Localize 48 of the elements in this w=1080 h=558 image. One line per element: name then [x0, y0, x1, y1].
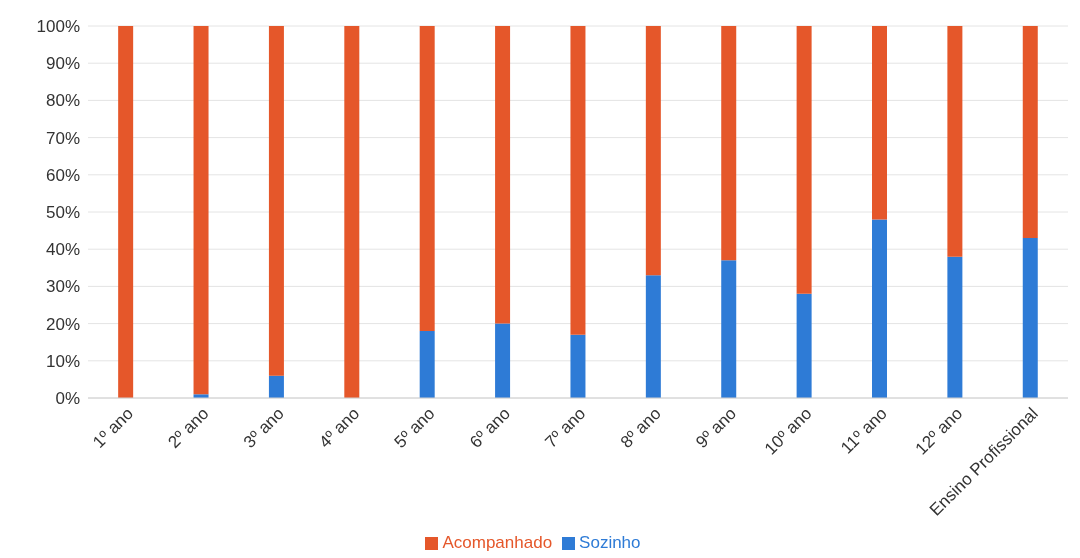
x-tick-label: 2º ano	[164, 403, 213, 452]
bar	[721, 260, 737, 398]
y-tick-label: 60%	[45, 165, 80, 185]
y-tick-label: 30%	[45, 277, 80, 297]
bar	[193, 26, 209, 395]
legend-label: Acompanhado	[442, 533, 553, 552]
bar	[1022, 26, 1038, 239]
bar	[570, 26, 586, 335]
bar	[495, 323, 511, 398]
bar	[947, 26, 963, 257]
x-tick-label: 1º ano	[89, 403, 138, 452]
bar	[645, 26, 661, 276]
x-tick-label: 6º ano	[466, 403, 514, 452]
bar	[947, 256, 963, 398]
bar	[419, 331, 435, 398]
x-tick-label: 4º ano	[315, 403, 364, 452]
bar	[268, 375, 284, 398]
bar	[721, 26, 737, 261]
x-tick-label: 7º ano	[541, 403, 590, 452]
x-tick-label: 12º ano	[911, 403, 967, 459]
bar	[796, 26, 812, 294]
bar	[495, 26, 511, 324]
y-tick-label: 80%	[45, 91, 80, 111]
bar	[570, 334, 586, 398]
x-tick-label: 5º ano	[390, 403, 439, 452]
y-tick-label: 90%	[45, 54, 80, 74]
bar	[1022, 238, 1038, 398]
bar	[344, 26, 360, 398]
bar	[118, 26, 134, 398]
bar	[872, 26, 887, 220]
x-tick-label: 9º ano	[692, 403, 741, 452]
x-tick-label: 10º ano	[760, 403, 816, 459]
y-tick-label: 40%	[45, 240, 80, 260]
legend-label: Sozinho	[579, 533, 641, 552]
bar	[645, 275, 661, 398]
y-tick-label: 100%	[36, 17, 80, 37]
y-tick-label: 10%	[45, 351, 80, 371]
y-tick-label: 70%	[45, 128, 80, 148]
x-tick-label: 8º ano	[616, 403, 665, 452]
bar	[872, 219, 887, 398]
x-tick-label: 11º ano	[837, 403, 891, 458]
bar	[419, 26, 435, 332]
y-tick-label: 0%	[55, 389, 80, 409]
bar	[268, 26, 284, 376]
y-tick-label: 50%	[45, 203, 80, 223]
x-tick-label: 3º ano	[239, 403, 288, 452]
bar	[796, 293, 812, 398]
y-tick-label: 20%	[45, 314, 80, 334]
